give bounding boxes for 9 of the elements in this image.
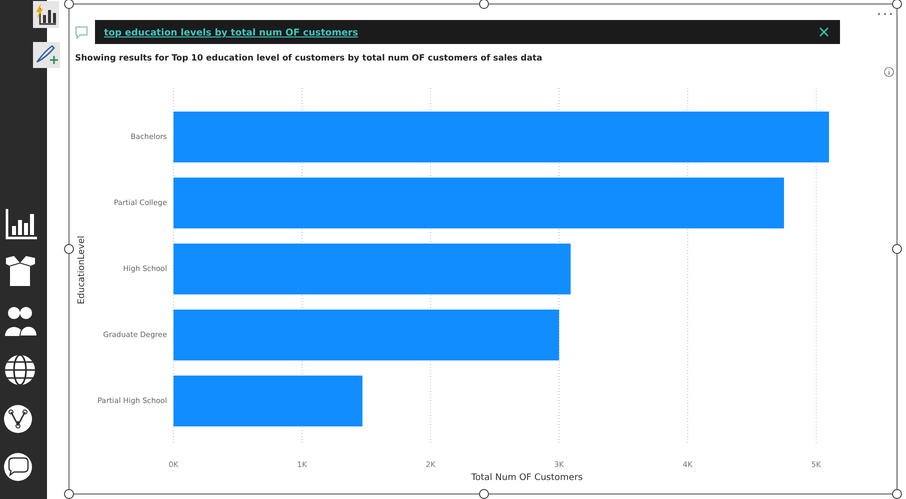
- bar: [174, 178, 784, 228]
- chart-subtitle: Showing results for Top 10 education level of customers by total num OF customers of sales data: [75, 54, 543, 64]
- bar: [174, 376, 362, 426]
- y-axis-title: EducationLevel: [77, 236, 87, 304]
- chart-title: top education levels by total num OF customers: [104, 28, 358, 38]
- bar: [174, 310, 560, 360]
- bar: [174, 112, 829, 162]
- bar: [174, 244, 571, 294]
- x-axis-title: Total Num OF Customers: [470, 473, 584, 483]
